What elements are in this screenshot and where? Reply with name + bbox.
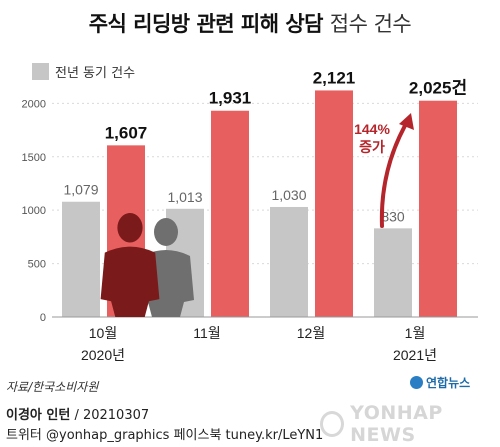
y-tick-label: 1500: [22, 152, 46, 164]
bar-current: [315, 90, 353, 318]
data-label-current: 2,025건: [409, 79, 467, 98]
person-head: [154, 218, 178, 246]
data-label-current: 1,931: [209, 89, 252, 108]
x-tick-label: 12월: [297, 325, 325, 341]
legend-label: 전년 동기 건수: [55, 66, 136, 81]
person-body: [100, 246, 160, 317]
data-label-previous: 1,030: [271, 187, 306, 203]
watermark-text: YONHAP NEWS: [350, 402, 443, 446]
chart-title: 주식 리딩방 관련 피해 상담 접수 건수: [0, 8, 500, 38]
bar-previous: [270, 206, 308, 317]
legend-swatch-previous: [32, 63, 49, 80]
x-tick-label: 11월: [193, 325, 220, 341]
person-head: [117, 213, 143, 243]
x-year-label: 2020년: [81, 347, 125, 363]
bar-previous: [62, 201, 100, 317]
logo-icon: [410, 376, 423, 389]
y-tick-label: 500: [28, 259, 46, 271]
annotation-word: 증가: [359, 139, 385, 155]
credit-date: / 20210307: [70, 408, 150, 423]
growth-arrow: [379, 120, 409, 228]
x-tick-label: 10월: [89, 325, 117, 341]
x-tick-label: 1월: [405, 325, 426, 341]
data-label-previous: 830: [381, 208, 405, 224]
credit-name: 이경아 인턴: [6, 408, 71, 423]
source-note: 자료/한국소비자원: [6, 380, 99, 394]
credit-line-1: 이경아 인턴 / 20210307: [6, 404, 149, 423]
x-year-label: 2021년: [393, 347, 437, 363]
yonhap-logo: 연합뉴스: [410, 374, 470, 391]
bar-current: [211, 110, 249, 317]
watermark: YONHAP NEWS: [320, 402, 500, 446]
bar-current: [419, 100, 457, 318]
y-tick-label: 1000: [22, 205, 46, 217]
data-label-current: 1,607: [105, 123, 148, 142]
watermark-icon: [320, 411, 345, 437]
person-silhouette-red: [100, 213, 160, 317]
annotation-percent: 144%: [354, 121, 390, 137]
legend: 전년 동기 건수: [32, 62, 135, 81]
data-label-previous: 1,013: [167, 189, 202, 205]
bar-previous: [374, 228, 412, 317]
y-tick-label: 2000: [22, 98, 46, 110]
growth-arrowhead: [399, 113, 414, 130]
title-main: 주식 리딩방 관련 피해 상담: [88, 12, 324, 36]
data-label-previous: 1,079: [63, 182, 98, 198]
data-label-current: 2,121: [313, 68, 356, 87]
credit-line-2: 트위터 @yonhap_graphics 페이스북 tuney.kr/LeYN1: [6, 428, 324, 443]
title-sub: 접수 건수: [329, 12, 412, 36]
logo-text: 연합뉴스: [426, 376, 471, 390]
y-tick-label: 0: [40, 312, 46, 324]
